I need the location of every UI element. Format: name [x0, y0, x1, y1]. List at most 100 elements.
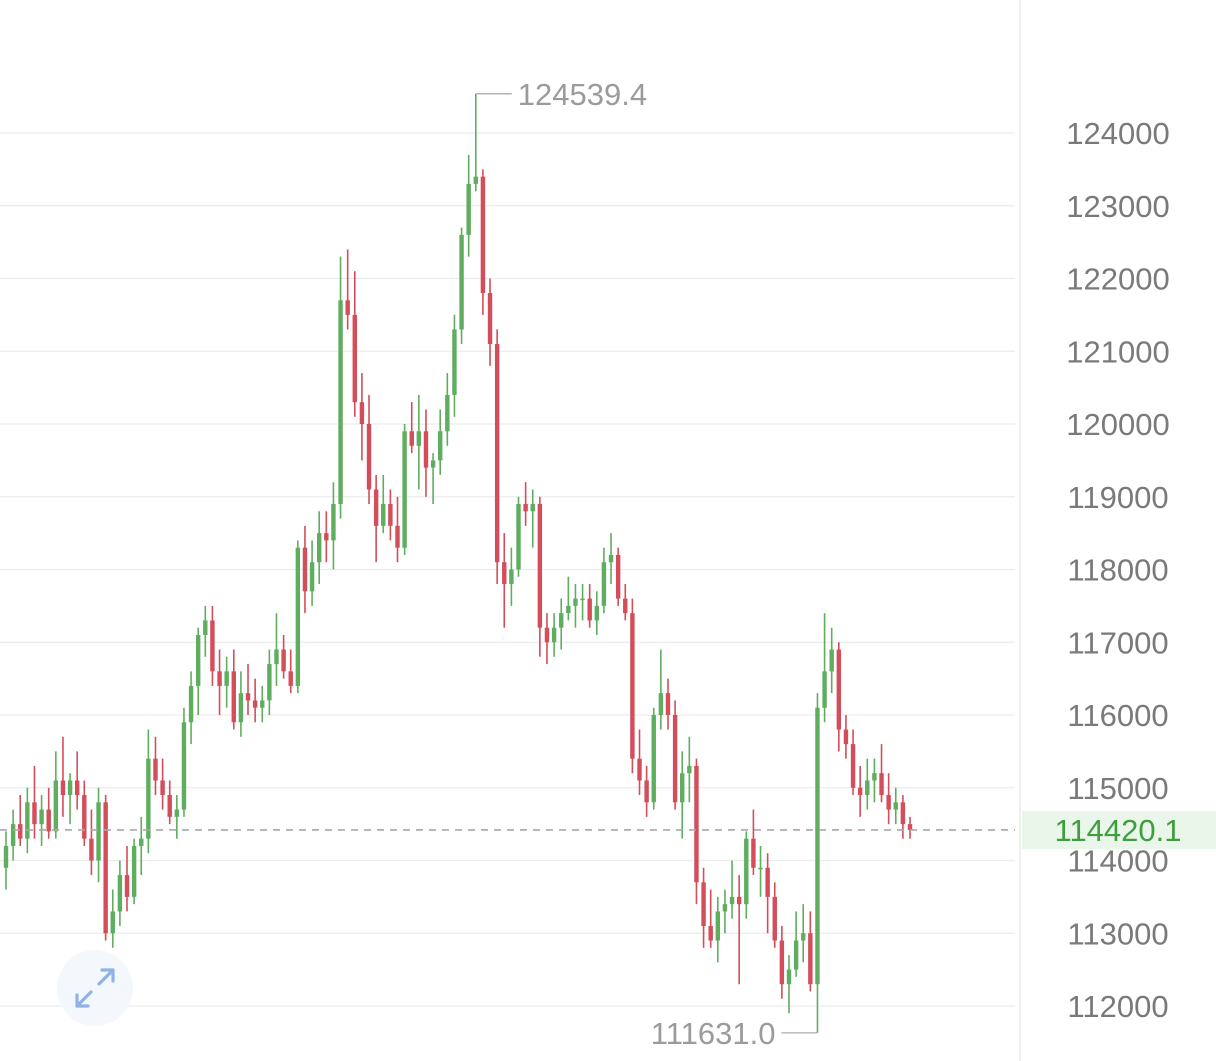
candle-body [274, 649, 279, 665]
candle [146, 729, 151, 854]
candle [722, 889, 728, 934]
candle [160, 758, 165, 810]
candle-body [46, 809, 51, 832]
candle [153, 736, 158, 796]
candle-body [580, 598, 585, 601]
candle-body [544, 627, 550, 643]
candle [32, 765, 37, 839]
candle [39, 795, 44, 846]
candle [751, 809, 756, 876]
candle [3, 831, 9, 890]
candle [850, 729, 856, 796]
candle [67, 773, 73, 825]
candle [544, 613, 550, 665]
candle-body [623, 598, 628, 614]
price-axis: 124000 123000 122000 121000 120000 119000 1180… [1066, 116, 1169, 1024]
candle-body [25, 802, 30, 839]
candle [793, 911, 799, 977]
candle-body [473, 176, 479, 184]
candle [744, 831, 749, 919]
candle [316, 511, 322, 585]
candle-body [53, 780, 59, 832]
candle [672, 700, 678, 810]
candle-body [857, 787, 863, 796]
candle [758, 845, 763, 897]
candle [801, 904, 806, 963]
y-tick-label: 117000 [1067, 625, 1168, 660]
candle [537, 496, 543, 657]
expand-button-bg [57, 950, 133, 1026]
candle [445, 373, 450, 446]
candle [615, 547, 621, 606]
candle [238, 671, 244, 737]
candle-body [779, 940, 785, 985]
candle [345, 249, 350, 330]
candle [822, 613, 827, 723]
candles [3, 93, 913, 1033]
candle-body [231, 671, 236, 723]
candle [466, 154, 471, 257]
candle-body [566, 605, 571, 614]
candle [381, 474, 386, 534]
candle-body [452, 329, 457, 395]
candle [879, 744, 884, 803]
candle [10, 809, 16, 861]
candle-body [573, 598, 578, 606]
candle [637, 729, 642, 796]
last-price-badge [1022, 810, 1216, 849]
candle [658, 649, 664, 730]
candle [573, 584, 578, 628]
y-tick-label: 118000 [1067, 553, 1168, 588]
candle [217, 649, 222, 715]
candle [224, 656, 229, 708]
candle-body [865, 780, 870, 796]
candle [865, 758, 870, 810]
extreme-markers: 124539.4 111631.0 [475, 77, 818, 1051]
candle-body [146, 758, 151, 839]
candle [96, 787, 101, 883]
candle [245, 664, 251, 715]
candle-body [793, 940, 799, 970]
candle [416, 394, 422, 490]
candle [808, 911, 813, 992]
candle-body [324, 533, 329, 541]
candle-body [160, 780, 165, 796]
candle [117, 860, 123, 926]
expand-button[interactable] [57, 950, 133, 1026]
candle [857, 765, 863, 817]
candle-body [502, 562, 507, 585]
candle-body [665, 693, 671, 715]
candle [765, 853, 770, 934]
expand-arrows-icon [75, 968, 115, 1008]
candle [309, 540, 315, 606]
candle-body [309, 562, 315, 592]
candle-body [167, 795, 172, 817]
candle [836, 642, 842, 752]
candle-body [900, 802, 906, 825]
candle-body [366, 424, 372, 490]
last-price-label: 114420.1 [1055, 813, 1182, 848]
candle-body [459, 234, 464, 330]
candle-body [402, 431, 407, 548]
candle-body [238, 693, 244, 723]
candle [338, 256, 343, 519]
candle-body [523, 504, 528, 512]
candle [352, 271, 357, 417]
candle-body [103, 802, 108, 934]
candle [680, 751, 685, 839]
y-tick-label: 120000 [1066, 407, 1169, 442]
candle-body [395, 525, 400, 548]
candle-body [680, 773, 685, 803]
candle [89, 809, 94, 876]
candle [274, 613, 279, 686]
candle-body [551, 627, 557, 643]
candle-body [352, 314, 357, 403]
candle [665, 678, 671, 730]
candle [295, 540, 301, 694]
candle [430, 453, 436, 505]
candle [779, 925, 785, 999]
y-tick-label: 123000 [1066, 189, 1169, 224]
candle [124, 845, 130, 912]
candle-body [18, 824, 23, 839]
candle [694, 758, 699, 905]
